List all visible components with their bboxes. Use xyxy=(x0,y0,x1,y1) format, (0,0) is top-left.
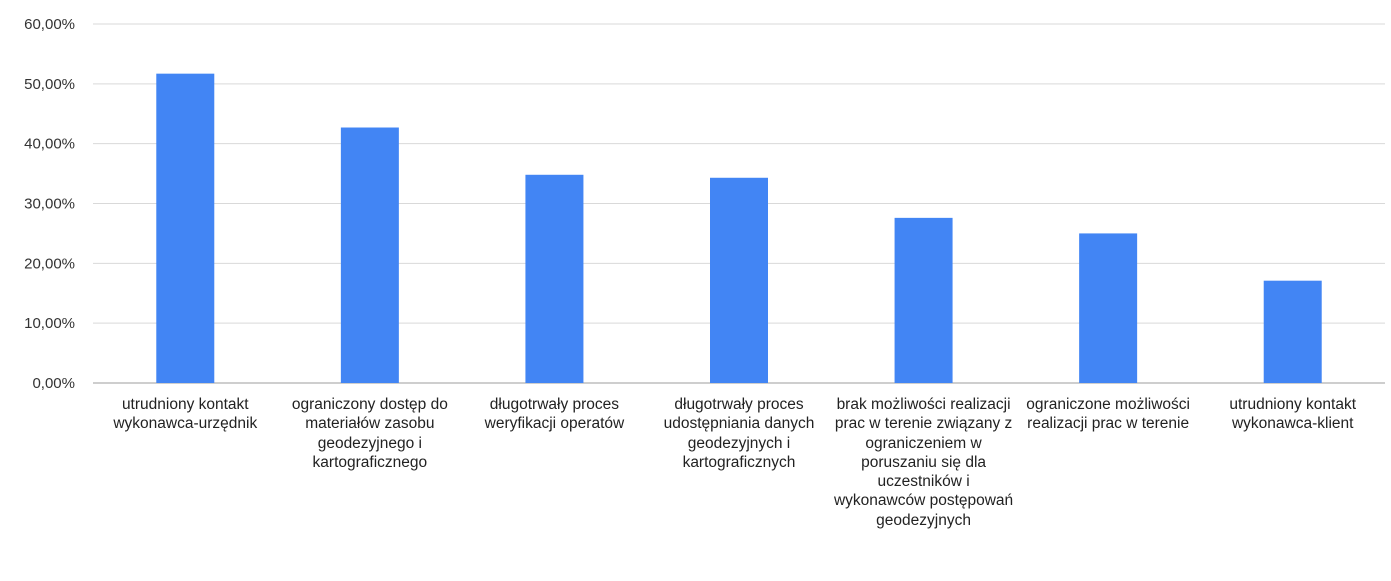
gridlines xyxy=(93,23,1385,384)
x-category-label: ograniczone możliwości realizacji prac w… xyxy=(1026,396,1190,433)
bar xyxy=(894,217,953,383)
x-category-label: długotrwały proces udostępniania danych … xyxy=(663,396,815,471)
bar xyxy=(156,73,215,383)
y-tick-label: 0,00% xyxy=(32,375,75,392)
bar xyxy=(1079,233,1138,383)
x-category-label: brak możliwości realizacji prac w tereni… xyxy=(833,396,1014,529)
y-tick-label: 20,00% xyxy=(24,255,75,272)
y-tick-label: 10,00% xyxy=(24,315,75,332)
x-category-label: ograniczony dostęp do materiałów zasobu … xyxy=(291,396,448,471)
y-tick-label: 50,00% xyxy=(24,76,75,93)
bar xyxy=(710,177,768,383)
bar xyxy=(1263,280,1322,383)
y-tick-label: 30,00% xyxy=(24,196,75,213)
bars xyxy=(156,73,1322,384)
x-category-label: utrudniony kontakt wykonawca-urzędnik xyxy=(113,396,258,433)
y-tick-label: 60,00% xyxy=(24,16,75,33)
bar xyxy=(340,127,399,384)
x-category-label: utrudniony kontakt wykonawca-klient xyxy=(1229,396,1357,433)
y-axis-ticks: 0,00% 10,00% 20,00% 30,00% 40,00% 50,00% 60,00… xyxy=(24,16,75,392)
y-tick-label: 40,00% xyxy=(24,136,75,153)
bar xyxy=(525,174,584,383)
x-category-label: długotrwały proces weryfikacji operatów xyxy=(484,396,625,433)
